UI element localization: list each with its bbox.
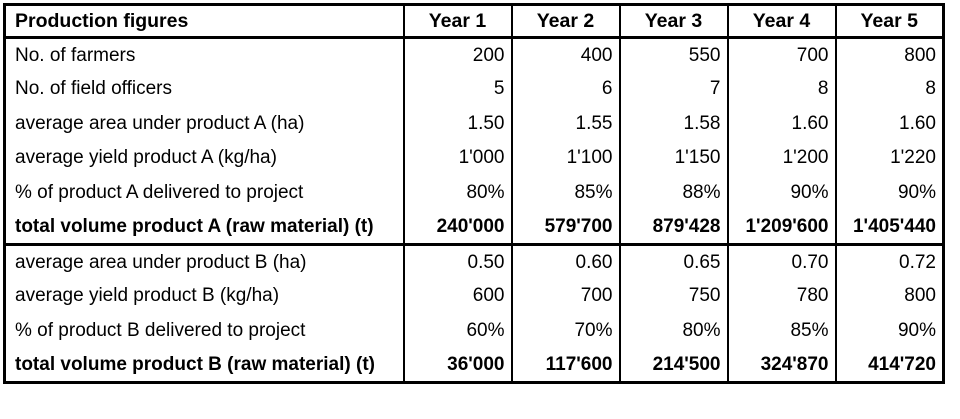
production-figures-table: Production figures Year 1 Year 2 Year 3 … — [3, 3, 945, 384]
table-row: average yield product B (kg/ha) 600 700 750… — [5, 279, 944, 314]
cell-value: 1'220 — [834, 141, 944, 176]
cell-value: 240'000 — [402, 210, 512, 246]
table-row: total volume product B (raw material) (t… — [4, 348, 944, 384]
column-header-year-5: Year 5 — [834, 4, 944, 39]
cell-value: 1'100 — [510, 141, 620, 176]
cell-value: 400 — [510, 37, 620, 72]
cell-value: 700 — [726, 37, 836, 72]
cell-value: 579'700 — [510, 210, 620, 246]
cell-value: 800 — [834, 37, 944, 72]
cell-value: 0.60 — [510, 244, 620, 279]
row-label: % of product A delivered to project — [15, 181, 304, 203]
cell-value: 90% — [726, 175, 836, 210]
row-label: total volume product B (raw material) (t… — [4, 348, 404, 384]
cell-value: 1.55 — [510, 106, 620, 141]
cell-value: 60% — [402, 313, 512, 348]
cell-value: 85% — [510, 175, 620, 210]
cell-value: 600 — [402, 279, 512, 314]
cell-value: 750 — [618, 279, 728, 314]
row-label: No. of field officers — [15, 78, 173, 100]
table-row: average yield product A (kg/ha) 1'000 1'10… — [5, 141, 944, 176]
cell-value: 1'405'440 — [834, 210, 944, 246]
cell-value: 1.50 — [402, 106, 512, 141]
cell-value: 1.60 — [726, 106, 836, 141]
row-label: total volume product A (raw material) (t… — [4, 210, 404, 246]
cell-value: 1.60 — [834, 106, 944, 141]
cell-value: 85% — [726, 313, 836, 348]
table-row: average area under product B (ha) 0.50 0.6… — [5, 244, 944, 279]
table-row: % of product B delivered to project 60% 70… — [5, 313, 944, 348]
cell-value: 7 — [618, 72, 728, 107]
row-label: % of product B delivered to project — [15, 319, 306, 341]
cell-value: 1'150 — [618, 141, 728, 176]
cell-value: 1'000 — [402, 141, 512, 176]
table-title: Production figures — [4, 4, 404, 39]
cell-value: 36'000 — [402, 348, 512, 384]
cell-value: 6 — [510, 72, 620, 107]
cell-value: 1'200 — [726, 141, 836, 176]
column-header-year-1: Year 1 — [402, 4, 512, 39]
cell-value: 1'209'600 — [726, 210, 836, 246]
table-row: No. of field officers 5 6 7 8 8 — [5, 72, 944, 107]
row-label: No. of farmers — [15, 44, 136, 66]
row-label: average yield product A (kg/ha) — [15, 147, 277, 169]
table-body: No. of farmers 200 400 550 700 800 No. of fiel… — [4, 37, 944, 384]
cell-value: 70% — [510, 313, 620, 348]
column-header-year-2: Year 2 — [510, 4, 620, 39]
cell-value: 550 — [618, 37, 728, 72]
cell-value: 5 — [402, 72, 512, 107]
cell-value: 0.50 — [402, 244, 512, 279]
cell-value: 88% — [618, 175, 728, 210]
cell-value: 8 — [726, 72, 836, 107]
table-row: % of product A delivered to project 80% 85… — [5, 175, 944, 210]
cell-value: 80% — [402, 175, 512, 210]
row-label: average area under product A (ha) — [15, 112, 305, 134]
cell-value: 8 — [834, 72, 944, 107]
cell-value: 414'720 — [834, 348, 944, 384]
cell-value: 324'870 — [726, 348, 836, 384]
cell-value: 90% — [834, 175, 944, 210]
column-header-year-4: Year 4 — [726, 4, 836, 39]
cell-value: 0.70 — [726, 244, 836, 279]
table-row: No. of farmers 200 400 550 700 800 — [5, 37, 944, 72]
table-row: total volume product A (raw material) (t… — [4, 210, 944, 246]
cell-value: 0.72 — [834, 244, 944, 279]
table-row: average area under product A (ha) 1.50 1.5… — [5, 106, 944, 141]
cell-value: 1.58 — [618, 106, 728, 141]
cell-value: 80% — [618, 313, 728, 348]
row-label: average area under product B (ha) — [15, 251, 307, 273]
cell-value: 214'500 — [618, 348, 728, 384]
cell-value: 879'428 — [618, 210, 728, 246]
cell-value: 700 — [510, 279, 620, 314]
column-header-year-3: Year 3 — [618, 4, 728, 39]
cell-value: 0.65 — [618, 244, 728, 279]
cell-value: 800 — [834, 279, 944, 314]
cell-value: 90% — [834, 313, 944, 348]
row-label: average yield product B (kg/ha) — [15, 285, 280, 307]
header-row: Production figures Year 1 Year 2 Year 3 … — [4, 4, 944, 39]
cell-value: 780 — [726, 279, 836, 314]
cell-value: 117'600 — [510, 348, 620, 384]
cell-value: 200 — [402, 37, 512, 72]
table-header: Production figures Year 1 Year 2 Year 3 … — [4, 4, 944, 39]
